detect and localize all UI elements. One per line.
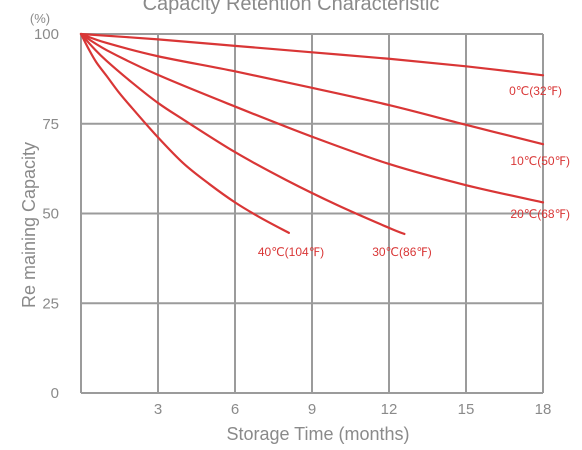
- series-label-layer: 0℃(32℉) 10℃(50℉) 20℃(68℉) 30℃(86℉) 40℃(104℉): [258, 84, 570, 259]
- series-line: [79, 32, 545, 77]
- series-label: 0℃(32℉): [509, 84, 562, 98]
- series-label: 40℃(104℉): [258, 245, 324, 259]
- x-tick-label: 6: [231, 401, 239, 418]
- x-tick-label: 12: [381, 401, 398, 418]
- tick-label-layer: 3 6 9 12 15 18 0 25 50 75 100: [34, 26, 551, 418]
- y-tick-label: 0: [51, 385, 59, 402]
- y-axis-title: Re maining Capacity: [19, 142, 39, 308]
- x-tick-label: 15: [458, 401, 475, 418]
- chart-title: Capacity Retention Characteristic: [143, 0, 440, 15]
- series-line: [79, 32, 545, 146]
- series-layer: [79, 32, 545, 236]
- y-tick-label: 100: [34, 26, 59, 43]
- grid-layer: [80, 33, 544, 394]
- x-tick-label: 3: [154, 401, 162, 418]
- y-tick-label: 50: [42, 206, 59, 223]
- y-axis-unit: (%): [30, 11, 50, 26]
- series-line: [79, 32, 545, 204]
- series-line: [79, 32, 290, 234]
- y-tick-label: 25: [42, 295, 59, 312]
- y-tick-label: 75: [42, 116, 59, 133]
- x-tick-label: 18: [535, 401, 552, 418]
- series-label: 10℃(50℉): [510, 154, 570, 168]
- series-label: 20℃(68℉): [510, 207, 570, 221]
- series-label: 30℃(86℉): [372, 245, 432, 259]
- x-tick-label: 9: [308, 401, 316, 418]
- series-line: [79, 32, 406, 236]
- x-axis-title: Storage Time (months): [226, 424, 409, 444]
